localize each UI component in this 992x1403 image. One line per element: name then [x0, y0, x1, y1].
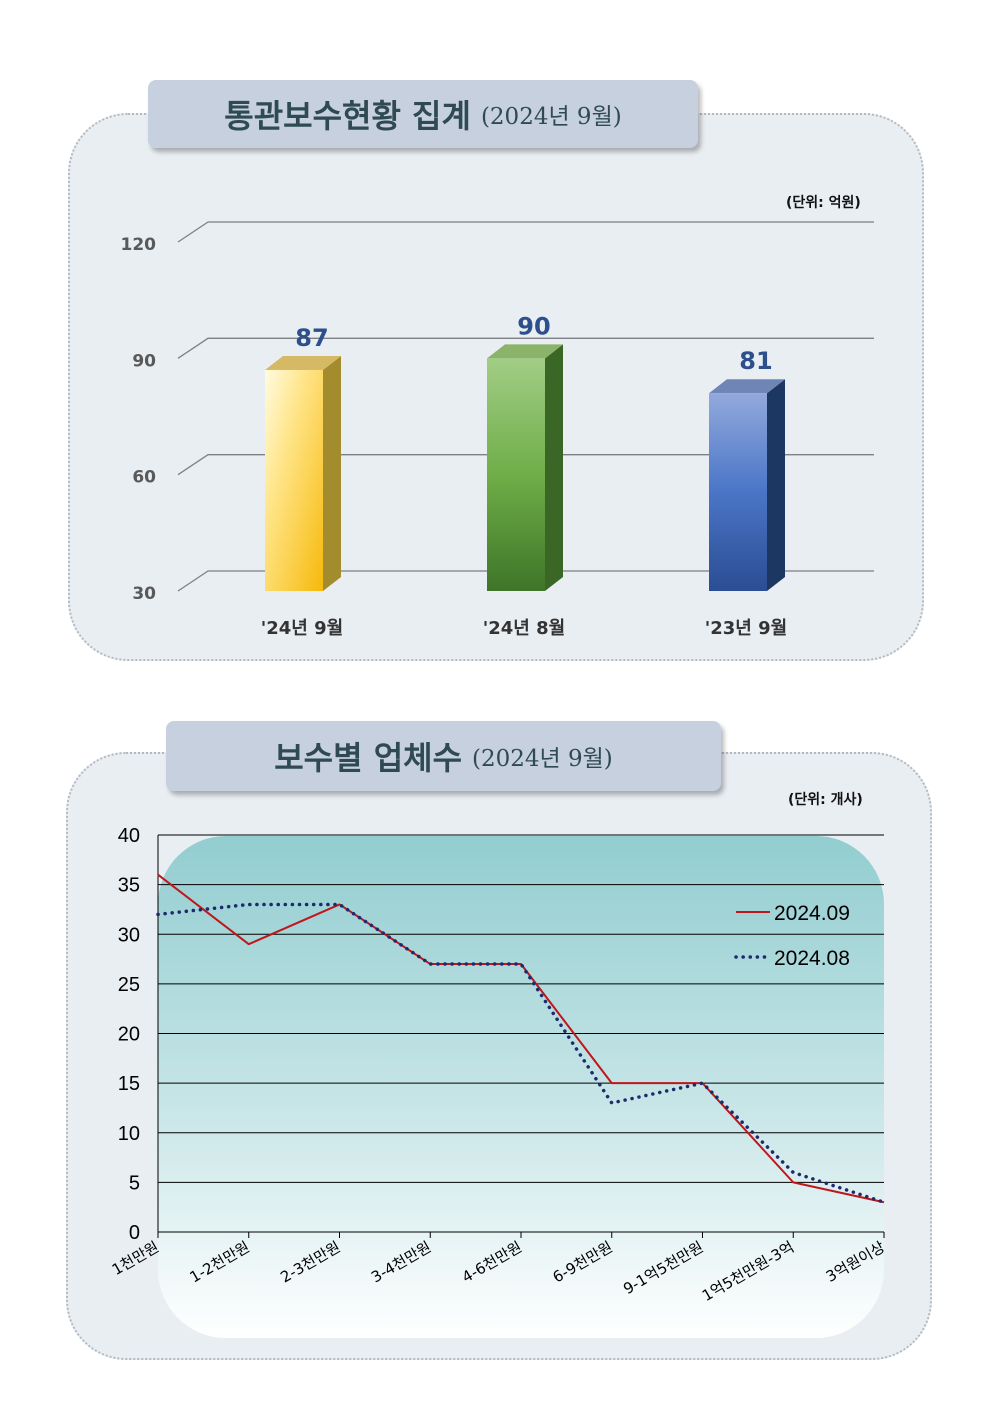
bar-side: [545, 344, 563, 591]
bar-chart-unit: (단위: 억원): [786, 195, 861, 211]
bar-chart-y-tick-label: 120: [121, 235, 157, 255]
bar-x-tick-label: '24년 9월: [261, 618, 343, 639]
bar-data-label: 90: [517, 312, 550, 340]
line-chart-y-tick-label: 0: [129, 1222, 140, 1244]
line-series: [156, 902, 886, 1204]
line-chart-y-tick-label: 5: [129, 1172, 140, 1194]
bar-chart-y-tick-label: 30: [132, 584, 156, 604]
bar-side: [767, 379, 785, 591]
bar: [265, 369, 323, 591]
line-chart-y-tick-label: 30: [118, 924, 140, 946]
line-chart-y-tick-label: 10: [118, 1123, 140, 1145]
line-series: [157, 873, 885, 1204]
bar-top: [487, 344, 563, 359]
line-chart-y-tick-label: 15: [118, 1073, 140, 1095]
bar: [487, 358, 545, 591]
line-chart-x-tick-label: 1천만원: [109, 1238, 162, 1279]
legend-label: 2024.08: [774, 947, 850, 970]
bar-chart-gridline: [177, 221, 874, 243]
bar-data-label: 87: [295, 324, 328, 352]
bar-chart-subtitle: (2024년 9월): [480, 104, 622, 130]
line-chart-title: 보수별 업체수: [274, 739, 463, 777]
bar-chart-gridline: [177, 454, 874, 476]
bar-x-tick-label: '23년 9월: [705, 618, 787, 639]
line-chart-y-tick-label: 20: [118, 1024, 140, 1046]
line-chart-plot-background: [158, 836, 884, 1338]
bar-top: [709, 379, 785, 394]
line-chart-unit: (단위: 개사): [788, 792, 863, 808]
bar-top: [265, 355, 341, 370]
line-chart-y-tick-label: 25: [118, 974, 140, 996]
bar-chart-y-tick-label: 90: [132, 351, 156, 371]
line-chart-subtitle: (2024년 9월): [472, 746, 613, 772]
bar-chart-gridline: [177, 570, 874, 592]
line-chart-y-tick-label: 40: [118, 825, 140, 847]
bar-chart-title-box: 통관보수현황 집계 (2024년 9월): [148, 80, 698, 148]
bar-side: [323, 355, 341, 591]
bar-chart: 30 60 90 120 87 '24년 9월 90 '24년 8월 81 '23년 9월: [121, 221, 874, 639]
bar-x-tick-label: '24년 8월: [483, 618, 565, 639]
bar-chart-gridline: [177, 337, 874, 359]
legend-label: 2024.09: [774, 902, 850, 925]
line-chart-title-box: 보수별 업체수 (2024년 9월): [166, 721, 721, 791]
bar-data-label: 81: [739, 347, 772, 375]
bar: [709, 393, 767, 591]
bar-chart-title: 통관보수현황 집계: [224, 97, 471, 135]
line-chart-y-tick-label: 35: [118, 875, 140, 897]
bar-chart-y-tick-label: 60: [132, 468, 156, 488]
